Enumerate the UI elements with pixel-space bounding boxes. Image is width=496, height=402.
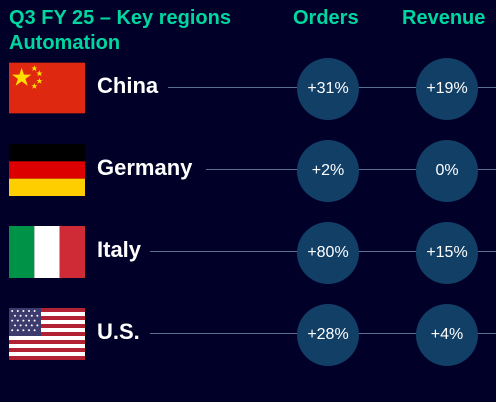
- orders-value-germany: +2%: [297, 140, 359, 202]
- orders-value-italy: +80%: [297, 222, 359, 284]
- country-name-china: China: [97, 73, 159, 98]
- region-row-us: U.S. +28% +4%: [0, 302, 496, 366]
- title-line-2: Automation: [9, 32, 121, 54]
- revenue-value-italy: +15%: [416, 222, 478, 284]
- region-row-china: China +31% +19%: [0, 56, 496, 120]
- orders-value-china: +31%: [297, 58, 359, 120]
- country-name-italy: Italy: [97, 237, 142, 262]
- country-name-germany: Germany: [97, 155, 193, 180]
- revenue-value-us: +4%: [416, 304, 478, 366]
- orders-column-header: Orders: [293, 7, 359, 29]
- italy-flag-icon: [9, 226, 85, 278]
- us-flag-icon: [9, 308, 85, 360]
- revenue-column-header: Revenue: [402, 7, 486, 29]
- region-row-italy: Italy +80% +15%: [0, 220, 496, 284]
- germany-flag-icon: [9, 144, 85, 196]
- orders-value-us: +28%: [297, 304, 359, 366]
- revenue-value-china: +19%: [416, 58, 478, 120]
- title-line-1: Q3 FY 25 – Key regions: [9, 7, 231, 29]
- revenue-value-germany: 0%: [416, 140, 478, 202]
- region-row-germany: Germany +2% 0%: [0, 138, 496, 202]
- page-title: Q3 FY 25 – Key regions Automation: [9, 6, 231, 56]
- china-flag-icon: [9, 62, 85, 114]
- country-name-us: U.S.: [97, 319, 140, 344]
